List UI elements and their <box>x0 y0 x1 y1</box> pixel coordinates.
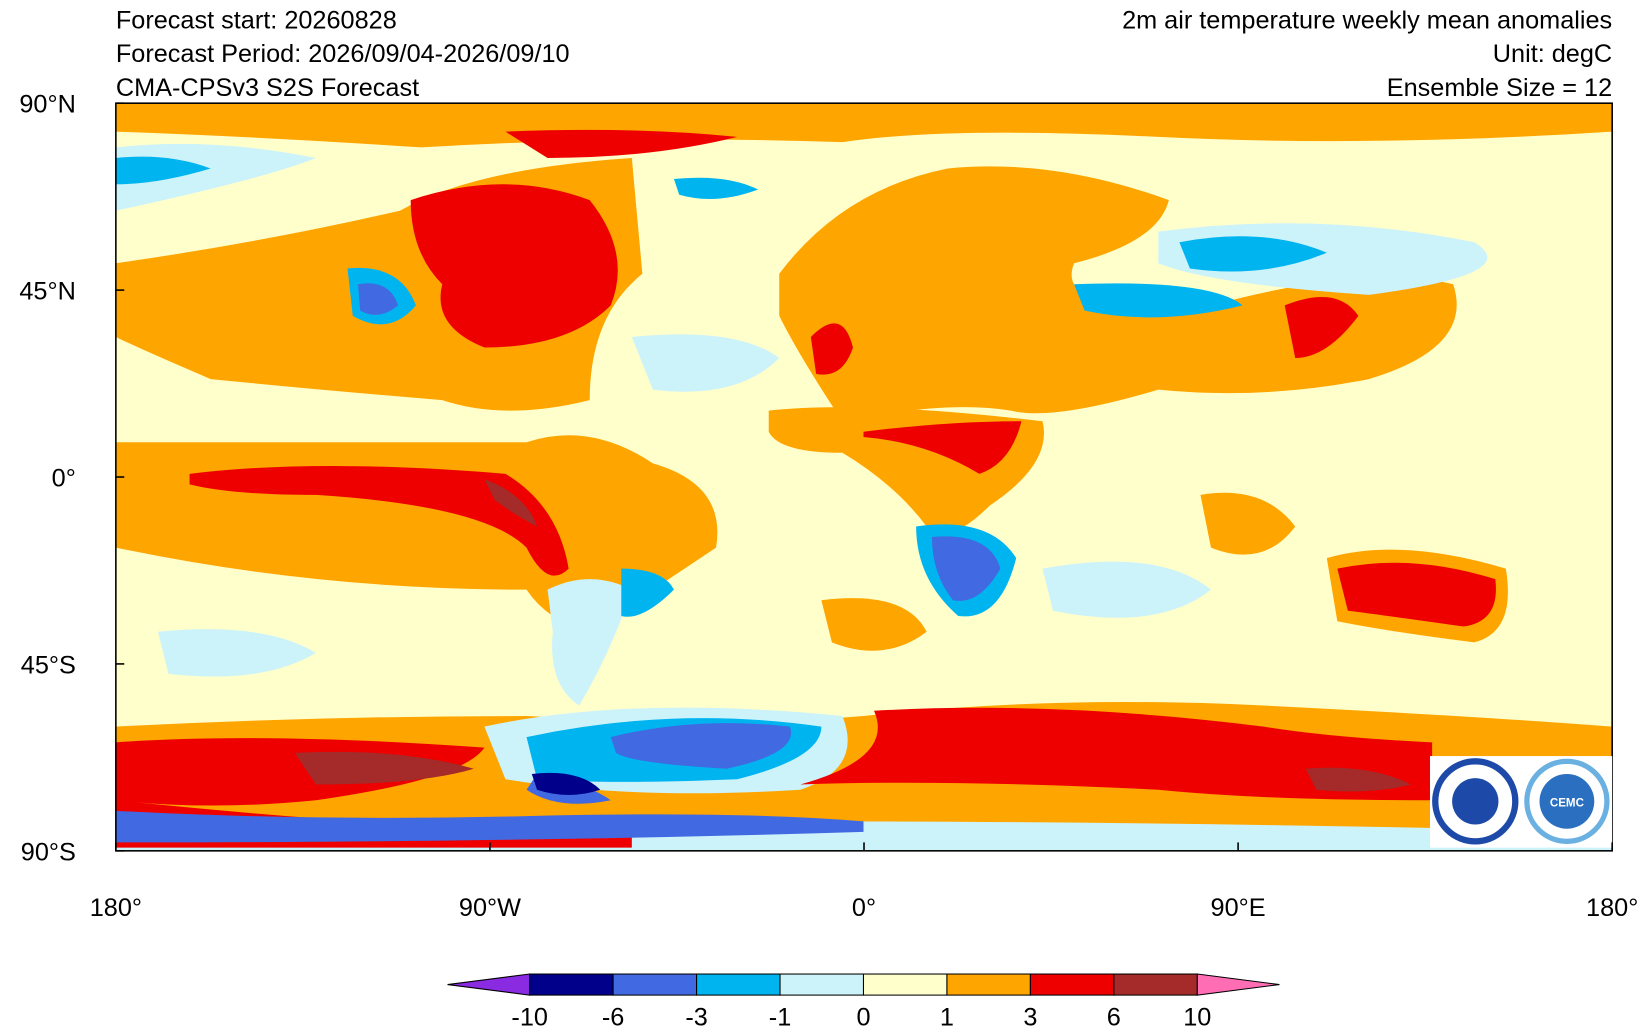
colorbar-label: 10 <box>1183 1004 1211 1032</box>
anomaly-area <box>779 166 1457 422</box>
header-text: Forecast start: 20260828 <box>116 6 397 34</box>
x-tick-label: 180° <box>1586 894 1638 922</box>
colorbar-label: 3 <box>1023 1004 1037 1032</box>
colorbar-box <box>529 973 614 996</box>
logo-text: CEMC <box>1550 798 1585 810</box>
colorbar-box <box>696 973 781 996</box>
anomaly-area <box>531 772 601 796</box>
header-text: Forecast Period: 2026/09/04-2026/09/10 <box>116 40 570 68</box>
logo-emblem <box>1539 773 1595 829</box>
anomaly-area <box>294 479 1412 792</box>
colorbar-extend <box>1196 973 1280 996</box>
colorbar-box <box>612 973 698 996</box>
x-tick-label: 90°E <box>1211 894 1266 922</box>
logo: CEMC <box>1430 756 1613 848</box>
anomaly-area <box>115 129 1496 848</box>
x-tick-label: 180° <box>90 894 142 922</box>
y-tick-label: 90°S <box>21 838 76 866</box>
colorbar-label: 0 <box>856 1004 870 1032</box>
colorbar-extend <box>447 973 531 996</box>
y-tick-label: 90°N <box>19 91 75 119</box>
y-tick-label: 45°N <box>19 278 75 306</box>
x-tick-label: 90°W <box>459 894 521 922</box>
colorbar-box <box>946 973 1031 996</box>
header-text: Unit: degC <box>1493 40 1612 68</box>
colorbar-box <box>779 973 865 996</box>
header-text: CMA-CPSv3 S2S Forecast <box>116 74 419 102</box>
colorbar-box <box>862 973 948 996</box>
colorbar-label: -1 <box>769 1004 791 1032</box>
colorbar-label: -3 <box>685 1004 707 1032</box>
y-tick-label: 0° <box>52 464 76 492</box>
colorbar-label: -10 <box>511 1004 548 1032</box>
colorbar-label: -6 <box>602 1004 624 1032</box>
header-text: Ensemble Size = 12 <box>1387 74 1612 102</box>
colorbar-label: 6 <box>1107 1004 1121 1032</box>
colorbar-box <box>1029 973 1115 996</box>
y-tick-label: 45°S <box>21 651 76 679</box>
anomaly-area <box>115 103 1613 148</box>
map-field <box>115 103 1613 851</box>
colorbar-label: 1 <box>940 1004 954 1032</box>
header-text: 2m air temperature weekly mean anomalies <box>1122 6 1612 34</box>
colorbar-box <box>1113 973 1198 996</box>
anomaly-area <box>673 361 1508 651</box>
x-tick-label: 0° <box>852 894 876 922</box>
logo-emblem <box>1452 778 1499 825</box>
